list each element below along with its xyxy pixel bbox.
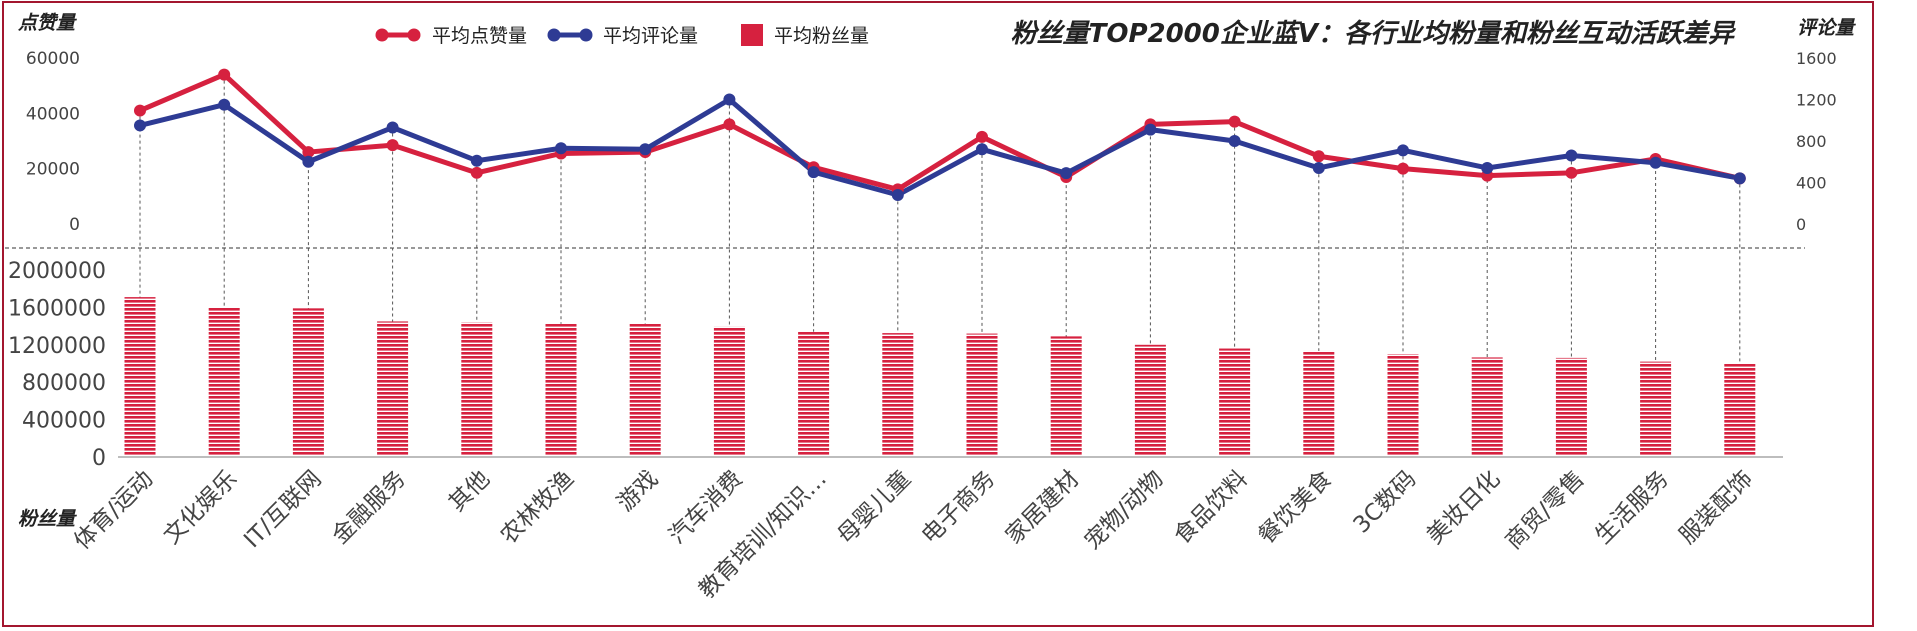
upper-tick-label: 40000 [26,104,80,124]
comment-point [891,188,904,201]
like-point [386,139,399,152]
fans-bar [1471,357,1503,457]
comment-point [639,143,652,156]
fans-bar [292,308,324,457]
comment-point [1060,167,1073,180]
lower-tick-label: 400000 [22,409,106,434]
lower-tick-label: 800000 [22,371,106,396]
fans-bar [713,326,745,457]
right-tick-label: 400 [1796,174,1827,193]
comment-point [1649,156,1662,169]
legend-item-fans: 平均粉丝量 [741,24,869,47]
upper-tick-label: 60000 [26,49,80,69]
fans-bar [1134,344,1166,457]
right-tick-label: 800 [1796,132,1827,151]
comment-point [976,143,988,156]
comment-point [1144,123,1157,136]
fans-bar [966,333,998,457]
fans-bar [124,297,156,457]
line-series [134,68,1746,201]
fans-bar [629,323,661,457]
fans-bar [1555,357,1587,457]
upper-tick-label: 0 [69,215,80,235]
legend-fans-label: 平均粉丝量 [774,25,869,47]
legend-like-label: 平均点赞量 [432,25,527,47]
like-point [302,146,315,159]
comment-point [386,121,399,134]
comment-point [555,142,567,155]
fans-bar [1050,336,1082,457]
comment-point [302,155,315,168]
lower-left-ticks: 2000000 1600000 1200000 800000 400000 0 [8,259,106,471]
upper-left-ticks: 60000 40000 20000 0 [26,49,80,235]
lower-tick-label: 1600000 [8,296,106,321]
like-point [1565,166,1578,179]
comment-point [1312,161,1325,174]
comment-point [1481,161,1494,174]
like-point [976,130,988,143]
comment-point [218,98,231,111]
left-lower-axis-title: 粉丝量 [18,508,77,530]
right-tick-label: 1200 [1796,91,1837,110]
legend-like-marker-right [407,28,421,42]
right-ticks: 1600 1200 800 400 0 [1796,49,1837,234]
right-tick-label: 0 [1796,215,1806,234]
fans-bar [1219,348,1251,457]
comment-point [1397,144,1409,157]
comment-point [1733,172,1746,185]
lower-tick-label: 1200000 [8,334,106,359]
comment-point [807,166,820,179]
left-upper-axis-title: 点赞量 [17,12,77,34]
fans-bar [1640,361,1672,457]
legend-like-marker-left [375,28,389,42]
comment-point [1228,135,1241,147]
legend-comment-marker-right [579,28,593,42]
like-point [1312,150,1325,163]
like-point [218,68,231,81]
like-point [1228,115,1241,128]
like-point [723,118,736,131]
chart-title: 粉丝量TOP2000企业蓝V：各行业均粉量和粉丝互动活跃差异 [1011,19,1737,49]
fans-bar [545,323,577,457]
fans-bar [377,321,409,457]
legend-item-comment: 平均评论量 [547,25,698,47]
fans-bar [461,322,493,457]
legend-comment-label: 平均评论量 [603,25,698,47]
fans-bar [1387,354,1419,457]
comment-point [470,154,483,167]
like-point [134,104,146,117]
fans-bar [1303,350,1335,457]
comment-point [134,119,146,132]
comment-point [1565,149,1578,162]
legend-comment-marker-left [547,28,561,42]
fans-bar [208,307,240,457]
legend-item-like: 平均点赞量 [375,25,527,47]
like-point [1397,162,1409,175]
lower-tick-label: 2000000 [8,259,106,284]
legend-fans-swatch [741,24,763,46]
legend: 平均点赞量 平均评论量 平均粉丝量 [375,24,869,47]
right-tick-label: 1600 [1796,49,1837,68]
fans-bar [798,331,830,457]
upper-tick-label: 20000 [26,160,80,180]
fans-bar [882,333,914,457]
lower-tick-label: 0 [92,446,106,471]
like-line [139,72,1741,192]
fans-bars [124,297,1756,457]
right-axis-title: 评论量 [1797,17,1856,39]
like-point [470,166,483,179]
comment-point [723,93,736,106]
fans-bar [1724,363,1756,457]
comment-line [139,97,1741,198]
